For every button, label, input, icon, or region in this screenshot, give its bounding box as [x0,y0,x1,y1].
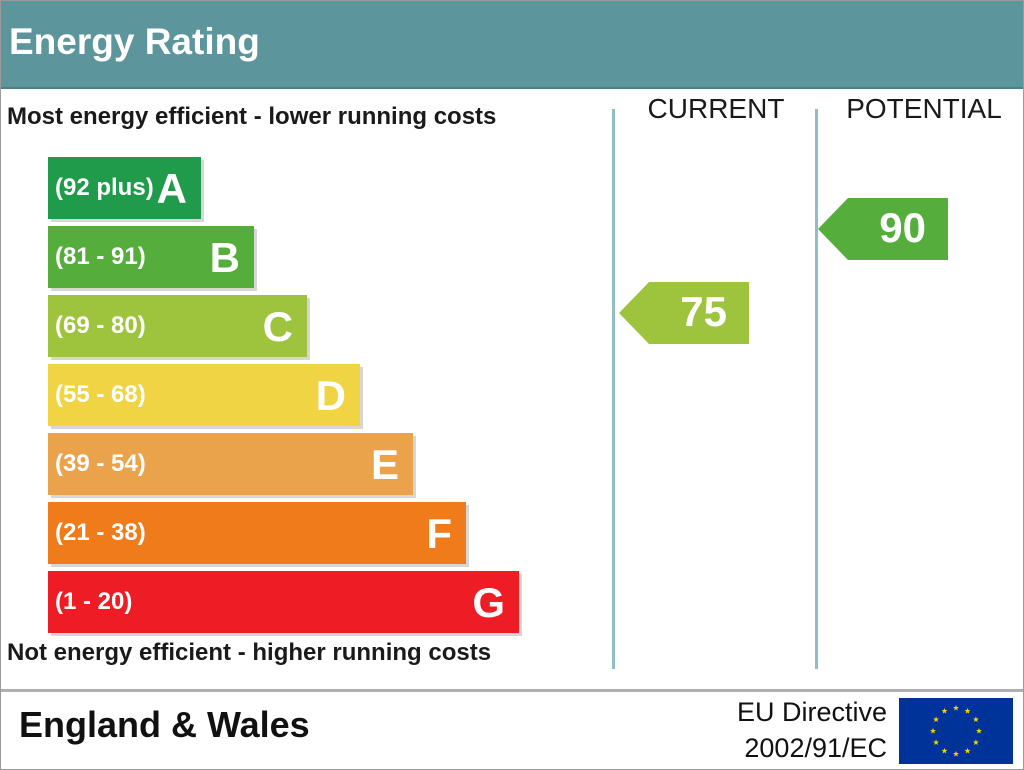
eu-star [933,716,940,723]
eu-star [952,750,960,757]
current-rating-value: 75 [680,288,727,335]
eu-directive-line1: EU Directive [736,697,887,727]
band-letter: B [209,234,240,281]
inefficient-note: Not energy efficient - higher running co… [7,639,492,666]
eu-star [941,707,948,714]
band-range-label: (39 - 54) [55,450,146,477]
eu-star [964,747,971,754]
current-column-header: CURRENT [647,93,785,124]
chart-title: Energy Rating [9,21,260,62]
eu-star [952,704,960,711]
band-letter: G [472,579,505,626]
column-divider-potential [815,109,818,669]
band-range-label: (21 - 38) [55,519,146,546]
potential-rating-arrow: 90 [818,198,948,260]
eu-star [972,716,979,723]
eu-star [929,727,937,734]
band-e: (39 - 54) E [48,433,413,495]
eu-flag-icon [899,698,1013,764]
band-range-label: (69 - 80) [55,312,146,339]
potential-rating-value: 90 [879,204,926,251]
band-d: (55 - 68) D [48,364,360,426]
region-label: England & Wales [19,704,310,745]
eu-directive-text: EU Directive 2002/91/EC [701,694,887,766]
band-letter: C [262,303,293,350]
band-range-label: (92 plus) [55,174,154,201]
band-range-label: (55 - 68) [55,381,146,408]
band-letter: D [315,372,346,419]
eu-star [972,739,979,746]
band-b: (81 - 91) B [48,226,254,288]
band-letter: A [156,165,187,212]
band-letter: E [370,441,399,488]
band-f: (21 - 38) F [48,502,466,564]
band-range-label: (1 - 20) [55,588,133,615]
eu-stars [929,704,983,757]
band-range-label: (81 - 91) [55,243,146,270]
header-bar: Energy Rating [1,1,1023,89]
eu-star [964,707,971,714]
footer-divider [1,689,1023,692]
eu-star [933,739,940,746]
potential-column-header: POTENTIAL [846,93,1002,124]
eu-directive-line2: 2002/91/EC [744,733,887,763]
eu-star [941,747,948,754]
eu-star [975,727,983,734]
efficient-note: Most energy efficient - lower running co… [7,103,497,130]
band-letter: F [426,510,452,557]
band-g: (1 - 20) G [48,571,519,633]
column-divider-current [612,109,615,669]
band-c: (69 - 80) C [48,295,307,357]
band-a: (92 plus) A [48,157,201,219]
current-rating-arrow: 75 [619,282,749,344]
